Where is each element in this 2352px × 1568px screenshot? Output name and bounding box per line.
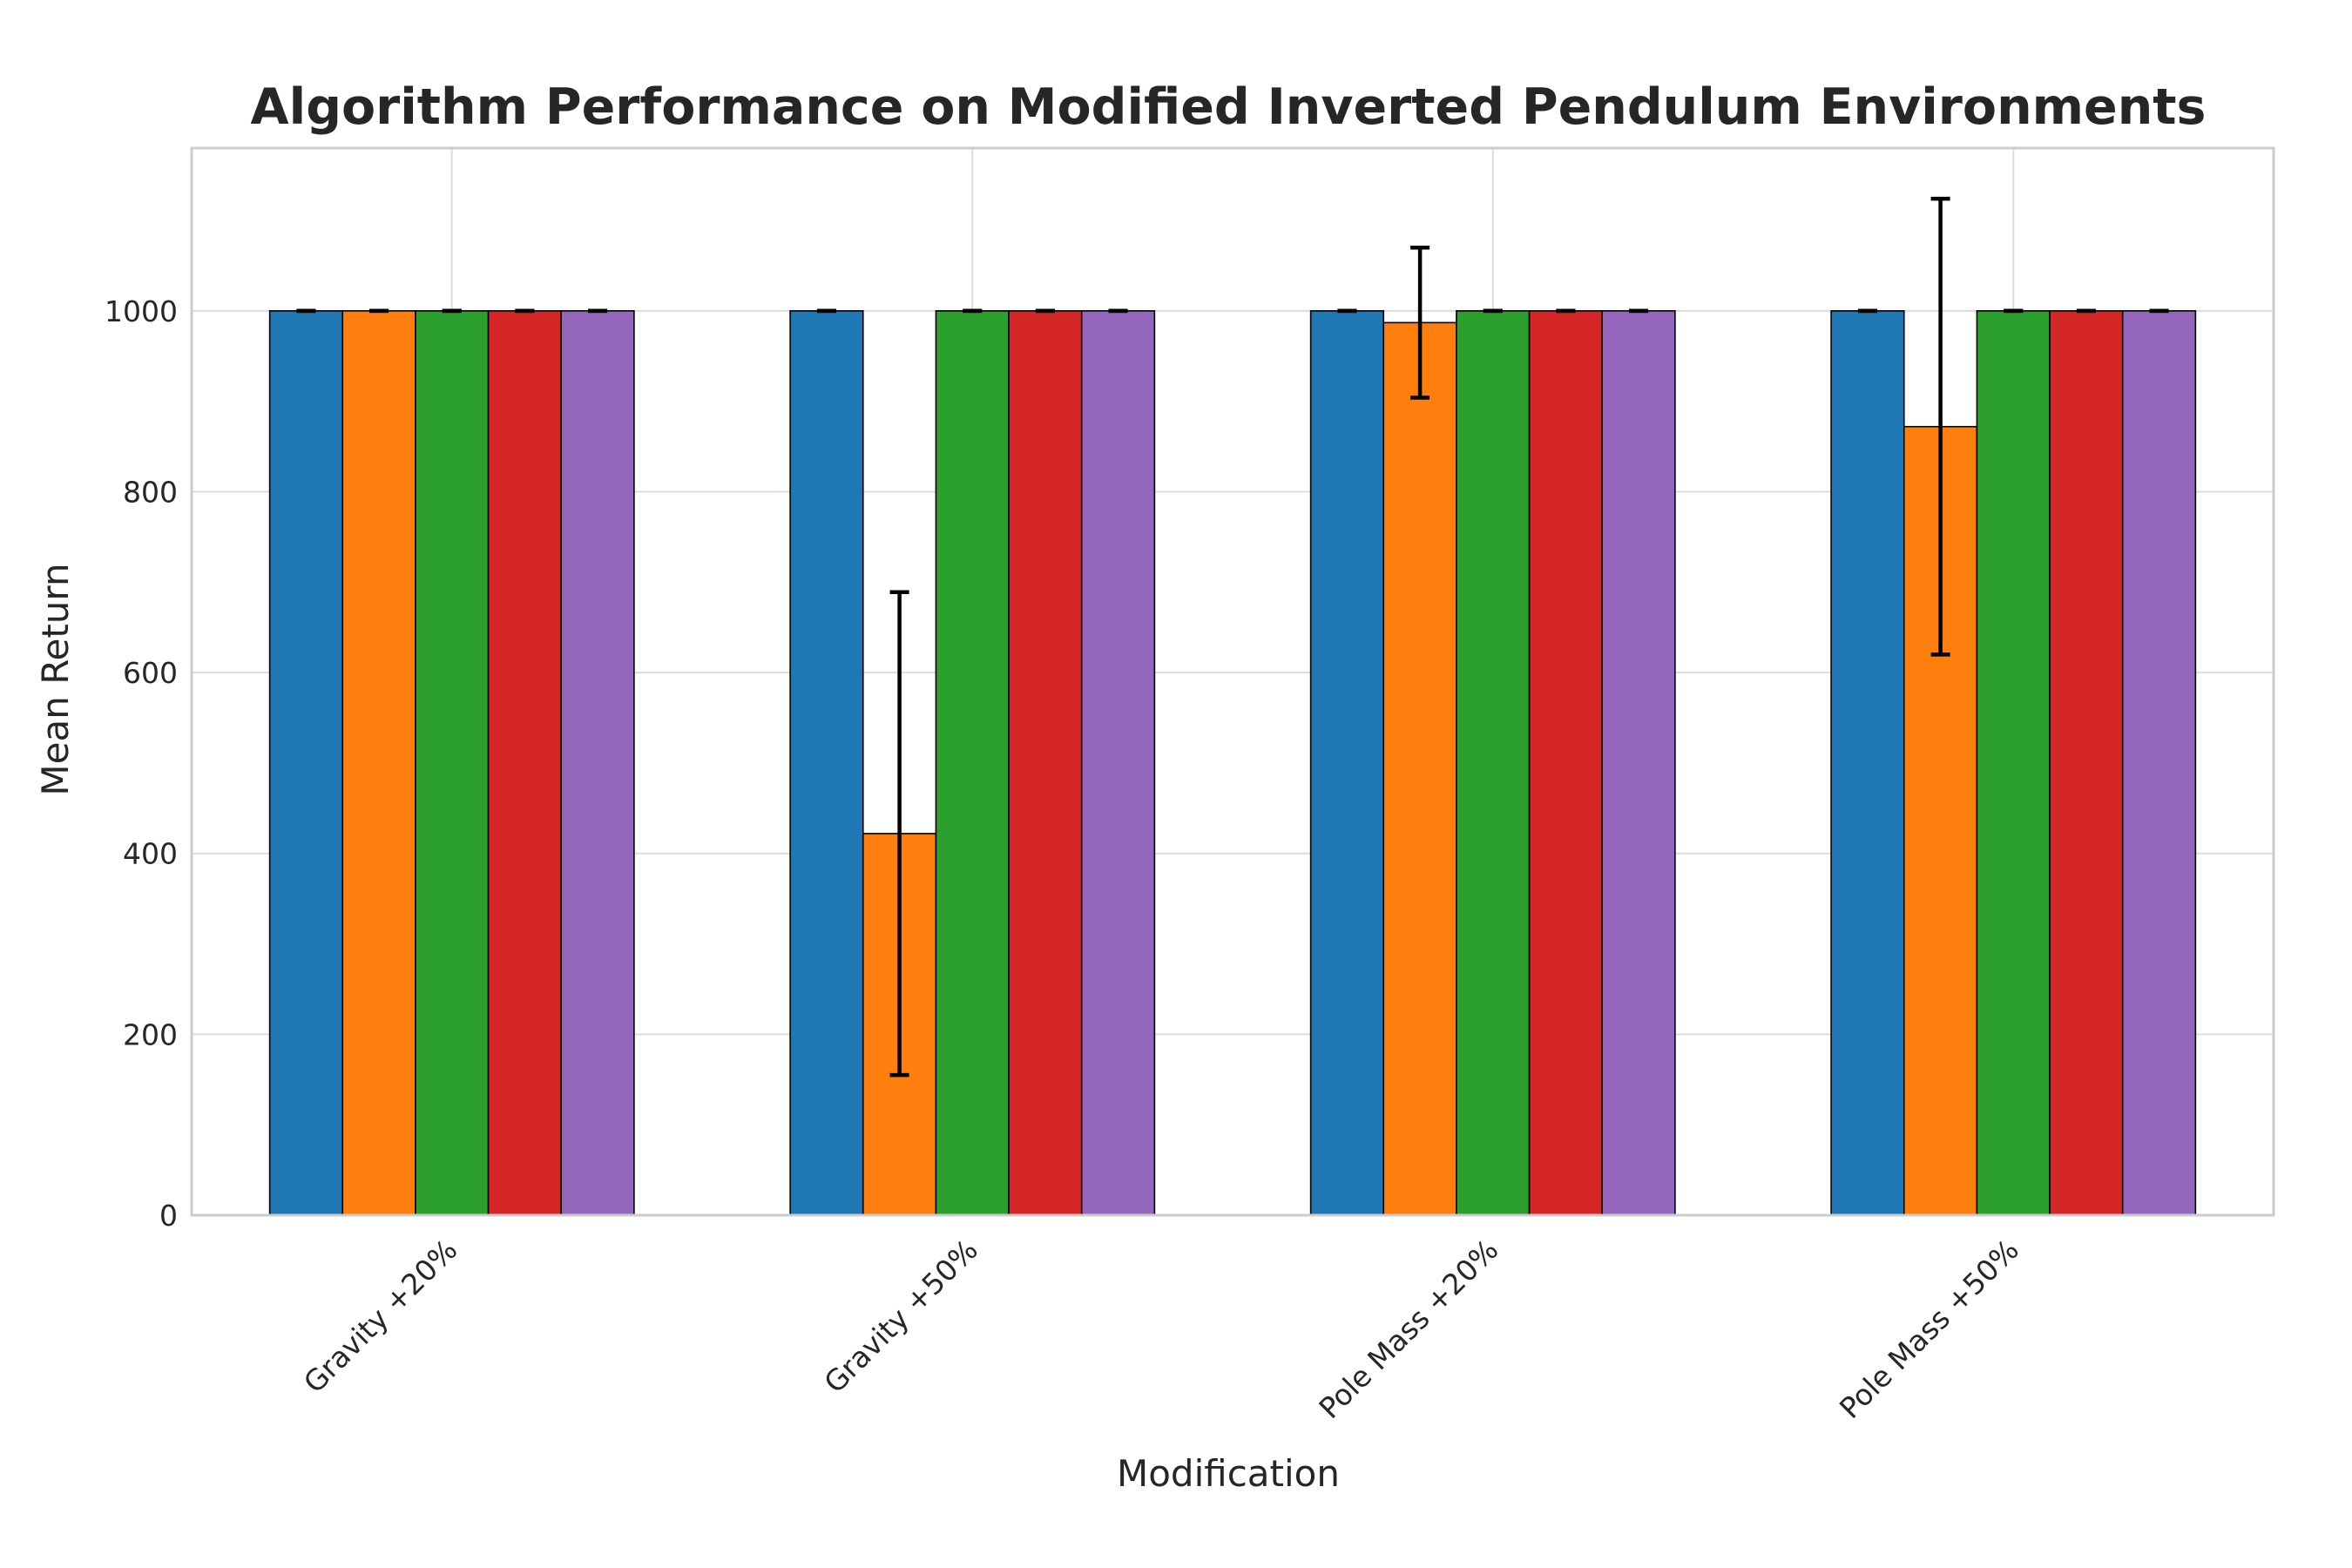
bar (789, 310, 864, 1216)
y-tick-label: 1000 (105, 294, 178, 328)
bar (2049, 310, 2124, 1216)
x-tick-label: Gravity +20% (297, 1233, 464, 1400)
bar (268, 310, 344, 1216)
plot-area-frame (190, 146, 2275, 1217)
bar (1080, 310, 1156, 1216)
bar (1382, 321, 1457, 1216)
bar (415, 310, 490, 1216)
bar (341, 310, 416, 1216)
bar (1309, 310, 1385, 1216)
y-tick-labels: 0 200 400 600 800 1000 (105, 294, 178, 1233)
x-tick-label: Pole Mass +50% (1833, 1233, 2025, 1425)
error-bars (296, 196, 2169, 1078)
y-tick-label: 600 (123, 656, 178, 690)
y-tick-label: 800 (123, 475, 178, 509)
y-tick-label: 0 (159, 1199, 178, 1233)
y-tick-label: 400 (123, 837, 178, 871)
bar (935, 310, 1010, 1216)
bar (1008, 310, 1083, 1216)
x-tick-label: Gravity +50% (817, 1233, 984, 1400)
bar (1456, 310, 1531, 1216)
x-tick-label: Pole Mass +20% (1312, 1233, 1504, 1425)
bar (1528, 310, 1604, 1216)
x-tick-labels: Gravity +20% Gravity +50% Pole Mass +20% Po… (297, 1233, 2025, 1425)
bar (487, 310, 563, 1216)
bar (1601, 310, 1676, 1216)
bar (1976, 310, 2051, 1216)
y-axis-label: Mean Return (34, 563, 77, 795)
chart-title: Algorithm Performance on Modified Invert… (251, 78, 2207, 136)
y-tick-label: 200 (123, 1017, 178, 1051)
bars (268, 310, 2197, 1216)
bar (2121, 310, 2197, 1216)
bar (1830, 310, 1905, 1216)
x-axis-label: Modification (1117, 1452, 1340, 1495)
bar (560, 310, 635, 1216)
